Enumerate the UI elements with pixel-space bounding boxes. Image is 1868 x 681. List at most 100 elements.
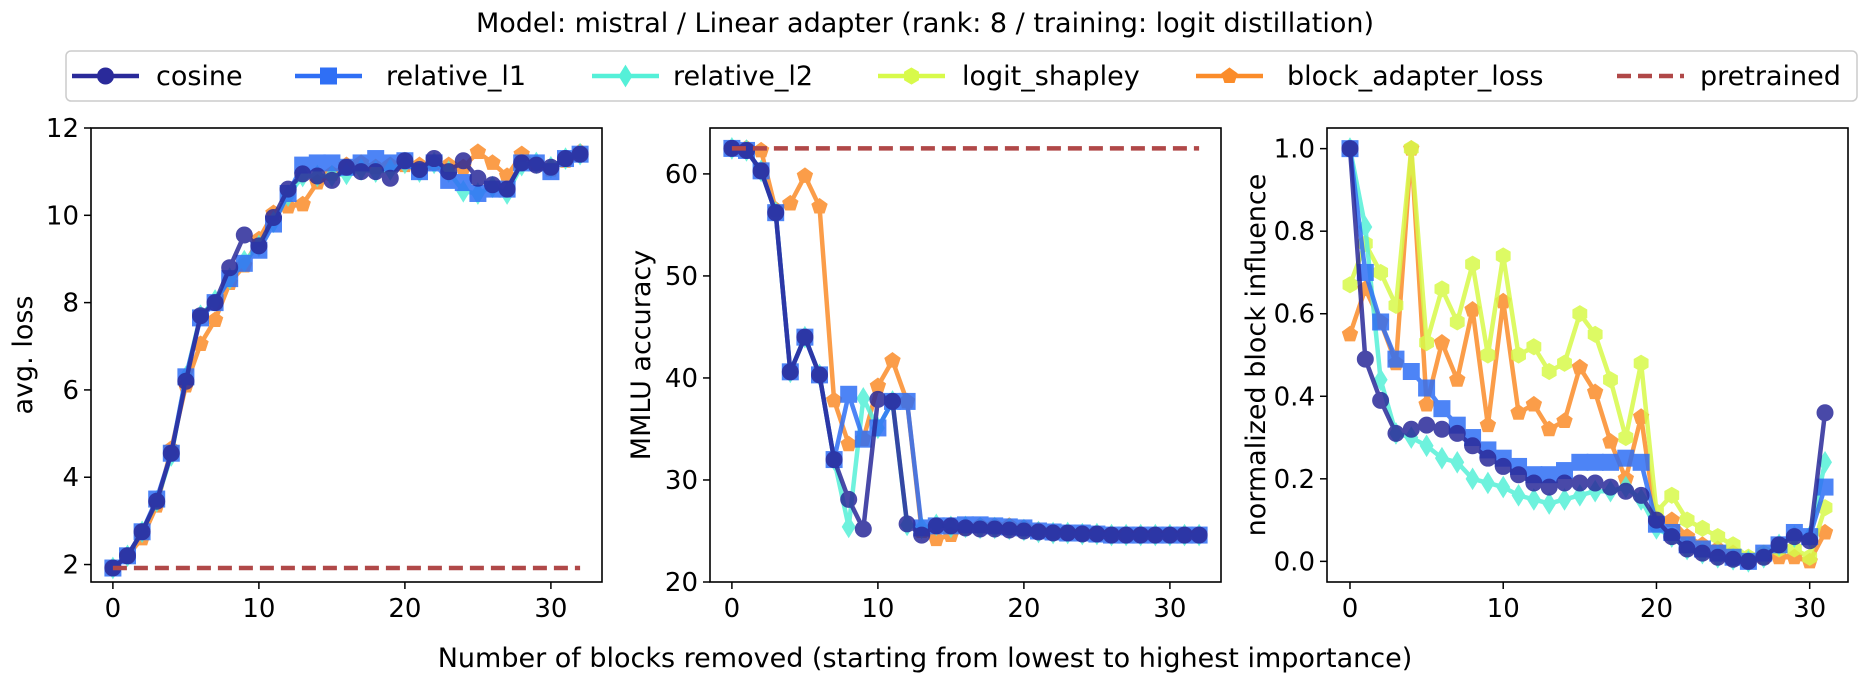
data-point-relative-l2 xyxy=(1419,434,1434,458)
data-point-cosine xyxy=(913,526,931,544)
plot-area xyxy=(723,137,1208,547)
data-point-logit-shapley xyxy=(1511,346,1526,364)
legend-marker-block-adapter-loss xyxy=(1221,67,1238,83)
data-point-cosine xyxy=(571,145,589,163)
data-point-cosine xyxy=(1724,550,1742,568)
data-point-relative-l1 xyxy=(1617,449,1635,467)
series-line-relative-l2 xyxy=(1347,148,1828,564)
data-point-cosine xyxy=(1176,526,1193,544)
data-point-relative-l1 xyxy=(1571,453,1589,471)
data-point-cosine xyxy=(752,162,770,180)
data-point-logit-shapley xyxy=(1388,296,1404,315)
data-point-cosine xyxy=(206,294,224,312)
y-tick-label: 0.4 xyxy=(1274,382,1315,412)
data-point-cosine xyxy=(1785,528,1803,546)
data-point-relative-l1 xyxy=(323,154,341,172)
data-point-cosine xyxy=(971,520,989,538)
data-point-block-adapter-loss xyxy=(1510,404,1527,420)
data-point-cosine xyxy=(811,366,828,384)
data-point-relative-l2 xyxy=(1496,475,1511,499)
data-point-logit-shapley xyxy=(1618,428,1634,447)
data-point-cosine xyxy=(1617,482,1635,500)
data-point-cosine xyxy=(1448,424,1466,442)
series-line-relative-l1 xyxy=(1347,148,1828,564)
x-tick-label: 10 xyxy=(861,594,894,624)
data-point-cosine xyxy=(781,363,799,381)
data-point-block-adapter-loss xyxy=(1341,325,1359,342)
x-tick-label: 30 xyxy=(1153,594,1186,624)
data-point-cosine xyxy=(1586,474,1604,492)
legend-marker-relative-l2 xyxy=(618,64,633,88)
data-point-cosine xyxy=(542,158,560,176)
data-point-cosine xyxy=(1146,526,1164,544)
data-point-block-adapter-loss xyxy=(1418,395,1435,412)
data-point-block-adapter-loss xyxy=(1525,395,1543,412)
series-line-cosine xyxy=(1347,148,1828,564)
plot-area xyxy=(104,142,589,580)
data-point-logit-shapley xyxy=(1557,354,1572,372)
data-point-cosine xyxy=(162,444,180,462)
data-point-cosine xyxy=(1571,474,1589,492)
data-point-relative-l1 xyxy=(1387,350,1405,368)
legend-label-relative-l1: relative_l1 xyxy=(386,61,526,92)
series-line-block-adapter-loss xyxy=(111,149,582,570)
data-point-relative-l2 xyxy=(1480,471,1495,495)
y-tick-label: 0.0 xyxy=(1274,547,1315,577)
legend-frame xyxy=(65,50,1858,102)
data-point-cosine xyxy=(294,165,312,183)
data-point-cosine xyxy=(1433,420,1451,438)
series-line-block-adapter-loss xyxy=(1347,146,1827,564)
data-point-cosine xyxy=(884,392,901,410)
data-point-logit-shapley xyxy=(1572,305,1588,323)
x-tick-label: 0 xyxy=(724,594,741,624)
data-point-relative-l1 xyxy=(1816,478,1834,496)
data-point-cosine xyxy=(927,517,945,535)
data-point-cosine xyxy=(1479,449,1497,467)
data-point-logit-shapley xyxy=(1541,362,1557,381)
data-point-relative-l2 xyxy=(1511,483,1526,507)
data-point-cosine xyxy=(1755,548,1773,566)
data-point-cosine xyxy=(1693,544,1711,562)
data-point-cosine xyxy=(323,171,341,189)
data-point-relative-l2 xyxy=(1450,450,1465,474)
axes-frame xyxy=(709,127,1222,583)
figure-x-axis-label: Number of blocks removed (starting from … xyxy=(438,643,1413,674)
y-tick-label: 0.6 xyxy=(1274,300,1315,330)
data-point-cosine xyxy=(498,180,516,198)
data-point-cosine xyxy=(557,150,574,168)
series-cosine xyxy=(1341,140,1834,570)
data-point-cosine xyxy=(411,160,428,178)
data-point-cosine xyxy=(1494,457,1512,475)
y-tick-label: 40 xyxy=(665,364,698,394)
data-point-cosine xyxy=(1341,140,1359,158)
y-tick-label: 0.2 xyxy=(1274,465,1315,495)
y-axis-label: avg. loss xyxy=(8,296,39,415)
data-point-block-adapter-loss xyxy=(1602,433,1619,449)
data-point-logit-shapley xyxy=(1679,511,1695,529)
data-point-block-adapter-loss xyxy=(484,154,501,170)
y-tick-label: 10 xyxy=(46,201,79,231)
data-point-cosine xyxy=(1632,486,1650,504)
y-axis-label: MMLU accuracy xyxy=(626,250,657,460)
data-point-relative-l2 xyxy=(1373,368,1388,392)
x-tick-label: 30 xyxy=(1793,594,1826,624)
data-point-cosine xyxy=(854,520,872,538)
data-point-cosine xyxy=(1464,437,1482,455)
data-point-cosine xyxy=(513,154,531,172)
data-point-cosine xyxy=(1387,424,1405,442)
legend-label-block-adapter-loss: block_adapter_loss xyxy=(1287,61,1543,92)
data-point-cosine xyxy=(381,169,399,187)
data-point-logit-shapley xyxy=(1695,519,1710,537)
series-cosine xyxy=(104,145,589,577)
legend-entry-cosine: cosine xyxy=(72,61,243,92)
data-point-relative-l1 xyxy=(1402,363,1420,381)
data-point-cosine xyxy=(1059,524,1077,542)
legend-label-relative-l2: relative_l2 xyxy=(673,61,813,92)
data-point-cosine xyxy=(1402,420,1420,438)
data-point-relative-l1 xyxy=(1586,453,1604,471)
legend: cosine relative_l1 relative_l2 logit_shaple… xyxy=(65,50,1858,102)
data-point-relative-l1 xyxy=(454,174,472,192)
data-point-cosine xyxy=(1540,478,1558,496)
legend-entry-pretrained: pretrained xyxy=(1617,61,1841,92)
